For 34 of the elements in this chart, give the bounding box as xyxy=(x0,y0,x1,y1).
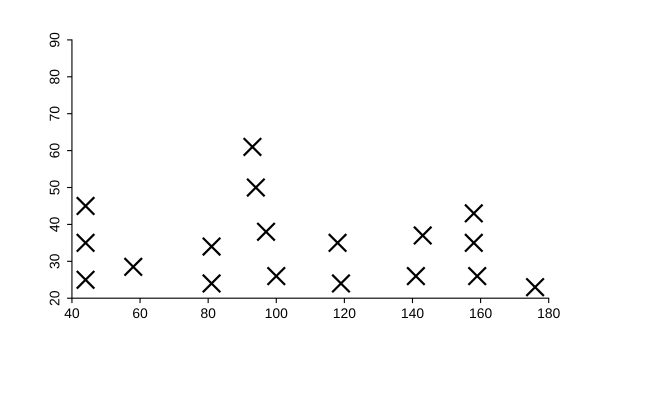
x-tick-label: 40 xyxy=(64,308,80,318)
point xyxy=(202,236,222,256)
point xyxy=(331,274,351,294)
point xyxy=(202,274,222,294)
x-tick-label: 120 xyxy=(334,308,356,318)
point xyxy=(123,256,144,277)
x-tick-label: 160 xyxy=(470,308,492,318)
point xyxy=(242,137,262,157)
y-tick-label: 40 xyxy=(50,217,60,232)
y-tick-label: 50 xyxy=(50,180,60,195)
point xyxy=(406,266,426,286)
x-tick-label: 140 xyxy=(402,308,424,318)
x-tick-label: 80 xyxy=(201,308,216,318)
y-tick-label: 80 xyxy=(50,70,60,84)
y-tick-label: 70 xyxy=(50,106,60,121)
point xyxy=(256,222,276,242)
y-tick-label: 30 xyxy=(50,254,60,269)
y-tick-label: 20 xyxy=(50,291,60,306)
point xyxy=(246,178,266,198)
point xyxy=(464,203,484,224)
x-tick-label: 180 xyxy=(538,308,560,318)
point xyxy=(525,277,545,298)
x-tick-label: 60 xyxy=(133,308,148,318)
point xyxy=(412,226,433,246)
point xyxy=(266,266,286,286)
point xyxy=(76,232,96,253)
y-tick-label: 90 xyxy=(50,32,60,47)
point xyxy=(76,196,96,216)
point xyxy=(467,266,488,286)
point xyxy=(464,232,484,253)
point xyxy=(76,270,96,290)
point xyxy=(328,232,348,253)
y-tick-label: 60 xyxy=(50,143,60,158)
x-tick-label: 100 xyxy=(266,308,288,318)
